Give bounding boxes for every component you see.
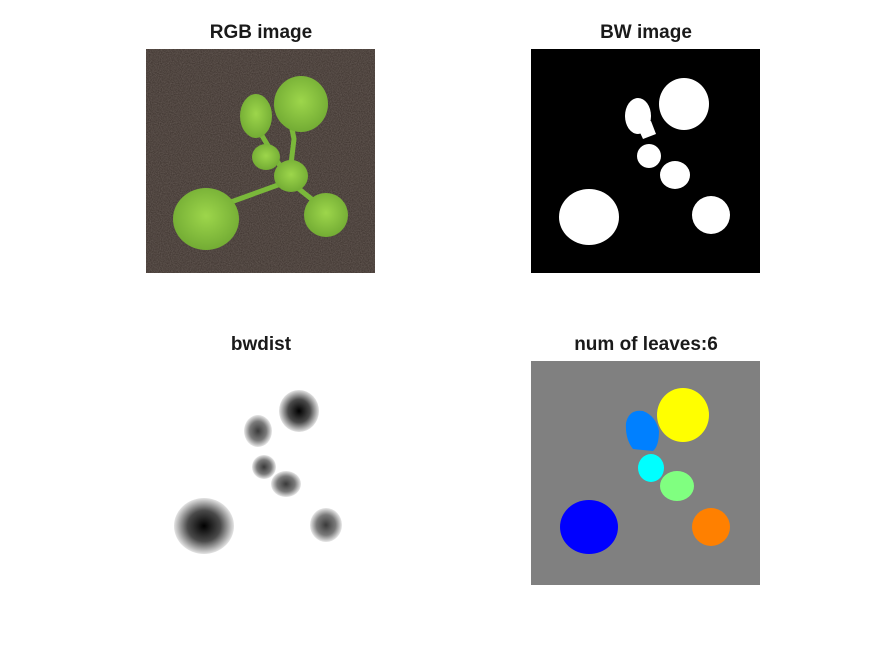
leaf-label-3 xyxy=(638,454,664,482)
leaf-label-2 xyxy=(625,410,659,451)
rgb-image xyxy=(146,49,375,273)
leaf-right xyxy=(304,193,348,237)
label-image xyxy=(531,361,760,585)
leaf-center xyxy=(274,160,308,192)
bw-image xyxy=(531,49,760,273)
leaf-top-right xyxy=(274,76,328,132)
leaf-middle-small xyxy=(252,144,280,170)
leaf-label-6 xyxy=(692,508,730,546)
bwdist-image xyxy=(146,361,375,585)
labels-panel-title: num of leaves:6 xyxy=(574,334,718,355)
leaf-large-left xyxy=(173,188,239,250)
leaf-label-4 xyxy=(660,471,694,501)
bwdist-panel-title: bwdist xyxy=(230,334,292,355)
leaf-label-1 xyxy=(560,500,618,554)
rgb-panel-title: RGB image xyxy=(209,22,313,43)
bw-panel-title: BW image xyxy=(600,22,692,43)
leaf-top-left xyxy=(240,94,272,138)
leaf-label-5 xyxy=(657,388,709,442)
